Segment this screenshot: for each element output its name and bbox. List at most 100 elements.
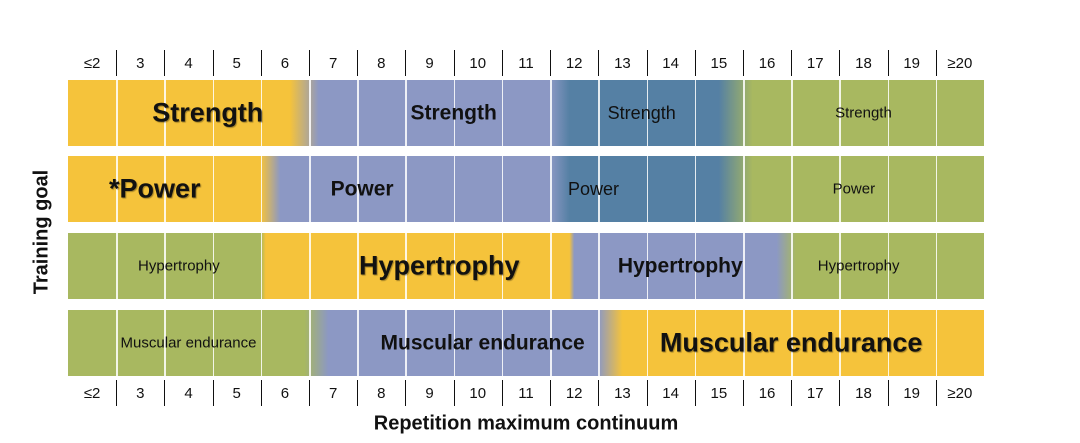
rep-tick-label: 14 xyxy=(662,384,679,402)
band-gridline xyxy=(887,233,890,299)
rep-tick-label: 19 xyxy=(903,54,921,72)
band-label: Hypertrophy xyxy=(617,254,743,278)
band-gridline xyxy=(260,310,263,376)
band-gridline xyxy=(116,233,118,299)
band-gridline xyxy=(935,310,938,376)
band-gridline xyxy=(887,80,890,146)
band-gridline xyxy=(694,310,697,376)
rep-tick-label: ≥20 xyxy=(947,384,973,402)
band-gridline xyxy=(260,156,263,222)
y-axis-title: Training goal xyxy=(30,169,53,295)
rep-tick-label: 13 xyxy=(614,384,631,402)
band-gridline xyxy=(646,156,649,222)
band-gridline xyxy=(550,233,552,299)
band-power: *Power Power Power Power xyxy=(68,156,984,222)
band-gridline xyxy=(309,80,311,146)
band-gridline xyxy=(116,80,118,146)
band-gridline xyxy=(501,233,504,299)
band-gridline xyxy=(164,310,166,376)
rep-tick-divider xyxy=(357,380,359,406)
rep-tick-label: 9 xyxy=(425,54,434,72)
rep-tick-divider xyxy=(742,50,744,76)
rep-tick-label: 7 xyxy=(328,384,338,402)
band-label: Strength xyxy=(152,97,264,128)
band-gridline xyxy=(453,310,456,376)
band-gridline xyxy=(164,80,166,146)
rep-tick-label: 3 xyxy=(136,384,145,402)
rep-tick-label: 4 xyxy=(184,54,193,72)
band-gridline xyxy=(839,80,841,146)
rep-tick-divider xyxy=(164,50,166,76)
band-gridline xyxy=(164,156,166,222)
band-label: Hypertrophy xyxy=(358,250,520,281)
rep-tick-divider xyxy=(887,50,889,76)
rep-tick-divider xyxy=(212,380,214,406)
band-gridline xyxy=(598,310,600,376)
rep-tick-label: 14 xyxy=(662,54,679,72)
band-gridline xyxy=(453,156,456,222)
rep-tick-divider xyxy=(935,380,937,406)
rep-tick-divider xyxy=(694,50,696,76)
rep-tick-divider xyxy=(887,380,889,406)
band-gridline xyxy=(212,310,215,376)
rep-tick-label: 17 xyxy=(806,384,824,402)
rep-tick-label: ≥20 xyxy=(947,54,973,72)
rep-tick-divider xyxy=(550,50,552,76)
band-gridline xyxy=(598,233,600,299)
band-gridline xyxy=(839,310,841,376)
band-gridline xyxy=(357,156,359,222)
band-gridline xyxy=(453,233,456,299)
band-gridline xyxy=(694,80,697,146)
band-gridline xyxy=(839,156,841,222)
band-gridline xyxy=(791,233,793,299)
rep-tick-divider xyxy=(212,50,214,76)
band-gridline xyxy=(260,233,263,299)
rep-tick-label: 16 xyxy=(758,54,776,72)
rep-tick-divider xyxy=(405,380,407,406)
rep-tick-divider xyxy=(935,50,937,76)
top-rep-scale: ≤2 3 4 5 6 7 8 9 10 11 12 13 14 15 16 17 18 19 ≥20 xyxy=(68,50,984,76)
rep-tick-label: ≤2 xyxy=(83,54,101,72)
band-gridline xyxy=(164,233,166,299)
band-gridline xyxy=(887,310,890,376)
rep-tick-divider xyxy=(598,380,600,406)
band-gridline xyxy=(405,310,408,376)
band-gridline xyxy=(357,80,359,146)
rep-tick-divider xyxy=(598,50,600,76)
band-gridline xyxy=(598,80,600,146)
band-label: Muscular endurance xyxy=(380,331,585,355)
band-strength: Strength Strength Strength Strength xyxy=(68,80,984,146)
band-gridline xyxy=(550,80,552,146)
band-muscular-endurance: Muscular endurance Muscular endurance Musc… xyxy=(68,310,984,376)
rep-tick-label: 5 xyxy=(232,384,241,402)
band-gridline xyxy=(646,233,649,299)
rep-tick-divider xyxy=(260,380,262,406)
rep-tick-divider xyxy=(501,50,503,76)
band-gridline xyxy=(791,156,793,222)
band-label: Strength xyxy=(410,101,497,125)
band-gridline xyxy=(309,233,311,299)
band-gridline xyxy=(791,310,793,376)
bottom-rep-scale: ≤2 3 4 5 6 7 8 9 10 11 12 13 14 15 16 17 18 19 ≥20 xyxy=(68,380,984,406)
band-gridline xyxy=(116,156,118,222)
rep-tick-divider xyxy=(646,50,648,76)
band-gridline xyxy=(212,233,215,299)
rep-tick-label: ≤2 xyxy=(83,384,101,402)
rep-tick-label: 4 xyxy=(184,384,193,402)
rep-tick-label: 8 xyxy=(377,384,386,402)
band-gridline xyxy=(116,310,118,376)
rep-tick-label: 13 xyxy=(614,54,631,72)
rep-tick-divider xyxy=(453,380,455,406)
rep-tick-divider xyxy=(839,380,841,406)
rep-tick-label: 16 xyxy=(758,384,776,402)
band-gridline xyxy=(694,233,697,299)
band-label: Power xyxy=(567,179,619,199)
band-gridline xyxy=(405,156,408,222)
rep-tick-divider xyxy=(357,50,359,76)
band-gridline xyxy=(742,310,745,376)
rep-tick-label: 12 xyxy=(565,54,583,72)
rep-tick-divider xyxy=(791,50,793,76)
rep-tick-label: 8 xyxy=(377,54,386,72)
band-gridline xyxy=(887,156,890,222)
